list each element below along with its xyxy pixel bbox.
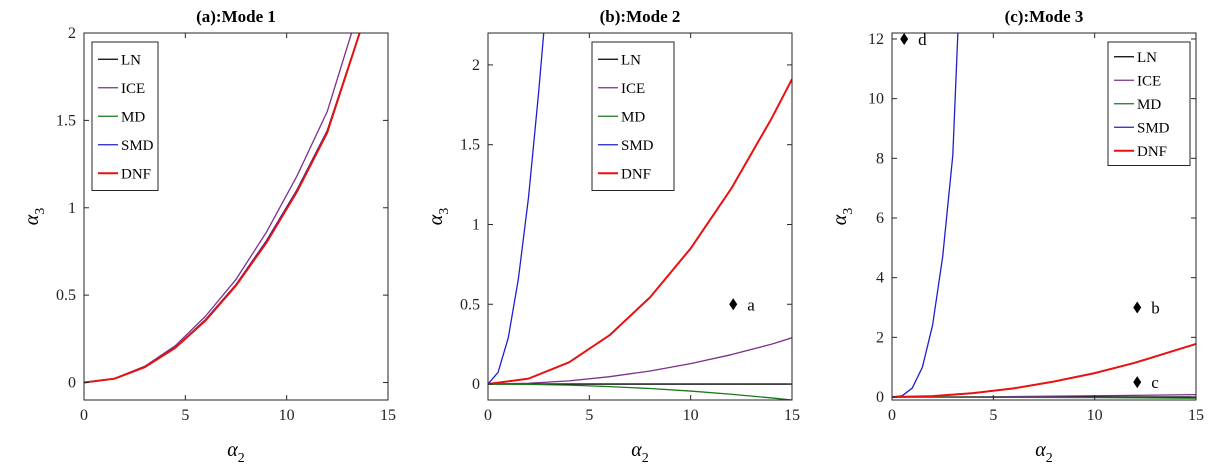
x-tick-label: 10 xyxy=(683,407,699,424)
y-tick-label: 10 xyxy=(868,91,884,108)
y-tick-label: 0 xyxy=(876,389,884,406)
y-tick-label: 2 xyxy=(68,25,76,42)
x-axis-label-symbol: α xyxy=(227,439,238,461)
plot-frame xyxy=(83,32,389,401)
series-group xyxy=(84,33,361,384)
x-tick-label: 15 xyxy=(1188,407,1204,424)
y-tick-label: 0.5 xyxy=(56,287,76,304)
x-axis-label-symbol: α xyxy=(631,439,642,461)
x-axis-label: α2 xyxy=(631,439,649,466)
y-axis-label-subscript: 3 xyxy=(841,208,856,215)
chart-title: (a):Mode 1 xyxy=(196,7,276,26)
x-tick-label: 5 xyxy=(181,407,189,424)
y-tick-label: 6 xyxy=(876,210,884,227)
legend-label-smd: SMD xyxy=(1137,120,1170,136)
legend-label-dnf: DNF xyxy=(121,166,151,182)
series-line-md xyxy=(488,383,792,400)
x-tick-label: 15 xyxy=(380,407,396,424)
y-axis-label-subscript: 3 xyxy=(437,208,452,215)
annotation-marker xyxy=(900,32,909,45)
y-tick-label: 8 xyxy=(876,150,884,167)
series-line-ice xyxy=(488,337,792,385)
series-line-md xyxy=(892,396,1196,399)
annotation-marker xyxy=(1133,376,1142,389)
legend: LN ICE MD SMD DNF xyxy=(1107,41,1191,166)
legend-label-md: MD xyxy=(1137,97,1161,113)
y-tick-label: 0 xyxy=(472,376,480,393)
series-group xyxy=(488,33,792,400)
legend-label-dnf: DNF xyxy=(621,166,651,182)
x-axis-label-symbol: α xyxy=(1035,439,1046,461)
x-axis-label: α2 xyxy=(1035,439,1053,466)
series-line-smd xyxy=(488,33,545,385)
series-line-smd xyxy=(892,33,959,398)
x-tick-label: 15 xyxy=(784,407,800,424)
y-tick-label: 1 xyxy=(68,200,76,217)
x-tick-label: 0 xyxy=(484,407,492,424)
annotation-marker xyxy=(729,298,738,311)
legend-label-md: MD xyxy=(621,109,645,125)
annotation-marker xyxy=(1133,301,1142,314)
x-tick-label: 0 xyxy=(888,407,896,424)
x-axis-label-subscript: 2 xyxy=(238,451,245,466)
legend-label-dnf: DNF xyxy=(1137,144,1167,160)
series-group xyxy=(892,33,1196,399)
x-tick-label: 5 xyxy=(585,407,593,424)
y-tick-label: 2 xyxy=(472,57,480,74)
legend-label-ln: LN xyxy=(1137,50,1157,66)
plot-frame xyxy=(891,32,1197,401)
x-tick-label: 0 xyxy=(80,407,88,424)
legend-label-ice: ICE xyxy=(1137,73,1161,89)
y-tick-label: 4 xyxy=(876,270,884,287)
legend-label-ln: LN xyxy=(121,52,141,68)
y-tick-label: 1.5 xyxy=(460,137,480,154)
y-axis-label: α3 xyxy=(21,208,48,226)
series-line-dnf xyxy=(84,33,361,384)
legend-label-smd: SMD xyxy=(121,138,154,154)
chart-title: (c):Mode 3 xyxy=(1005,7,1084,26)
legend: LN ICE MD SMD DNF xyxy=(591,41,675,191)
x-axis-label-subscript: 2 xyxy=(642,451,649,466)
legend-label-smd: SMD xyxy=(621,138,654,154)
y-tick-label: 2 xyxy=(876,329,884,346)
y-tick-label: 0 xyxy=(68,375,76,392)
legend-label-md: MD xyxy=(121,109,145,125)
y-axis-label: α3 xyxy=(829,208,856,226)
y-tick-label: 0.5 xyxy=(460,296,480,313)
x-tick-label: 5 xyxy=(989,407,997,424)
y-axis-label-symbol: α xyxy=(21,214,43,225)
legend: LN ICE MD SMD DNF xyxy=(91,41,159,191)
legend-label-ln: LN xyxy=(621,52,641,68)
chart-title: (b):Mode 2 xyxy=(600,7,681,26)
x-axis-label-subscript: 2 xyxy=(1046,451,1053,466)
legend-label-ice: ICE xyxy=(621,81,645,97)
y-tick-label: 1 xyxy=(472,216,480,233)
annotation-label: b xyxy=(1151,299,1160,318)
series-line-dnf xyxy=(892,342,1196,399)
x-tick-label: 10 xyxy=(1087,407,1103,424)
annotation-label: d xyxy=(918,30,927,49)
y-tick-label: 12 xyxy=(868,31,884,48)
y-axis-label-symbol: α xyxy=(829,214,851,225)
annotation-label: a xyxy=(747,295,755,314)
y-tick-label: 1.5 xyxy=(56,112,76,129)
legend-label-ice: ICE xyxy=(121,81,145,97)
plot-frame xyxy=(487,32,793,401)
x-tick-label: 10 xyxy=(279,407,295,424)
y-axis-label: α3 xyxy=(425,208,452,226)
y-axis-label-subscript: 3 xyxy=(33,208,48,215)
annotation-label: c xyxy=(1151,373,1159,392)
y-axis-label-symbol: α xyxy=(425,214,447,225)
series-line-dnf xyxy=(488,78,792,386)
x-axis-label: α2 xyxy=(227,439,245,466)
